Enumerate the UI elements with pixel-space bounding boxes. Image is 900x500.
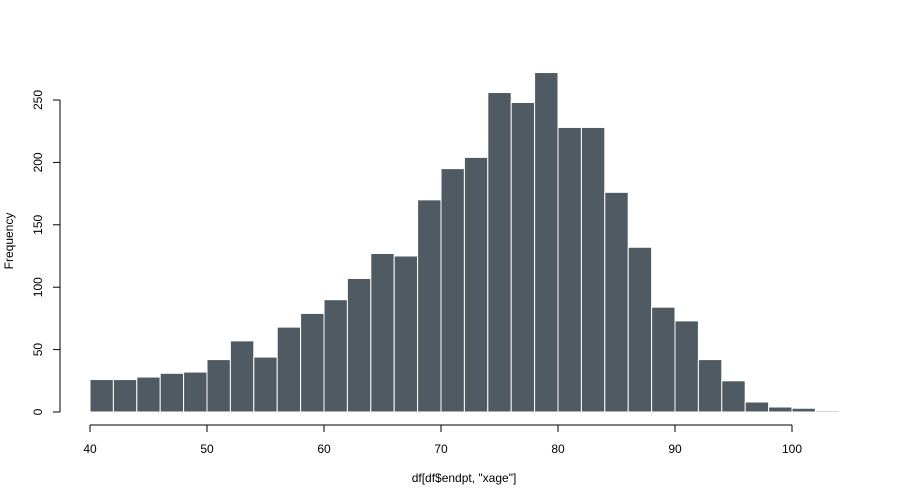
histogram-bar bbox=[510, 101, 536, 413]
histogram-bar bbox=[300, 312, 325, 413]
histogram-bar bbox=[253, 356, 278, 413]
histogram-bar bbox=[580, 126, 606, 413]
histogram-bar bbox=[206, 359, 231, 413]
y-tick-label: 100 bbox=[31, 277, 45, 297]
histogram-bar bbox=[276, 326, 302, 413]
y-tick-label: 150 bbox=[31, 214, 45, 234]
histogram-bar bbox=[674, 320, 699, 413]
histogram-bar bbox=[814, 410, 840, 413]
x-tick-label: 80 bbox=[551, 442, 565, 456]
histogram-bar bbox=[346, 277, 372, 413]
histogram-bar bbox=[768, 406, 793, 413]
histogram-bar bbox=[463, 156, 489, 413]
histogram-bar bbox=[557, 126, 582, 413]
x-tick-label: 40 bbox=[83, 442, 97, 456]
x-tick-label: 100 bbox=[782, 442, 802, 456]
histogram-bar bbox=[721, 380, 746, 413]
y-tick-label: 50 bbox=[31, 343, 45, 357]
x-tick-label: 50 bbox=[200, 442, 214, 456]
y-axis-title: Frequency bbox=[2, 213, 16, 270]
histogram-bar bbox=[89, 379, 114, 413]
y-tick-label: 0 bbox=[31, 408, 45, 415]
histogram-bar bbox=[487, 92, 512, 413]
x-axis: 40 50 60 70 80 90 100 bbox=[83, 424, 802, 456]
histogram-bar bbox=[370, 253, 395, 413]
y-tick-label: 250 bbox=[31, 90, 45, 110]
x-axis-title: df[df$endpt, "xage"] bbox=[412, 471, 517, 485]
histogram-bar bbox=[791, 407, 816, 413]
histogram-bar bbox=[159, 372, 185, 413]
x-tick-label: 70 bbox=[434, 442, 448, 456]
x-tick-label: 60 bbox=[317, 442, 331, 456]
histogram-bar bbox=[534, 72, 559, 413]
histogram-bar bbox=[604, 191, 629, 413]
histogram-bar bbox=[417, 199, 442, 413]
y-tick-label: 200 bbox=[31, 152, 45, 172]
histogram-bar bbox=[136, 376, 161, 413]
histogram-bar bbox=[183, 371, 208, 413]
histogram-bar bbox=[697, 359, 723, 413]
histogram-bar bbox=[393, 255, 419, 413]
histogram-bar bbox=[627, 246, 653, 413]
y-axis: 0 50 100 150 200 250 bbox=[31, 90, 61, 415]
histogram-bar bbox=[651, 306, 676, 413]
histogram-bar bbox=[744, 401, 770, 413]
histogram-bar bbox=[112, 379, 138, 413]
histogram-bar bbox=[440, 168, 465, 413]
x-tick-label: 90 bbox=[668, 442, 682, 456]
histogram-bar bbox=[229, 340, 255, 413]
histogram-bars bbox=[89, 72, 840, 413]
histogram-bar bbox=[323, 299, 348, 413]
